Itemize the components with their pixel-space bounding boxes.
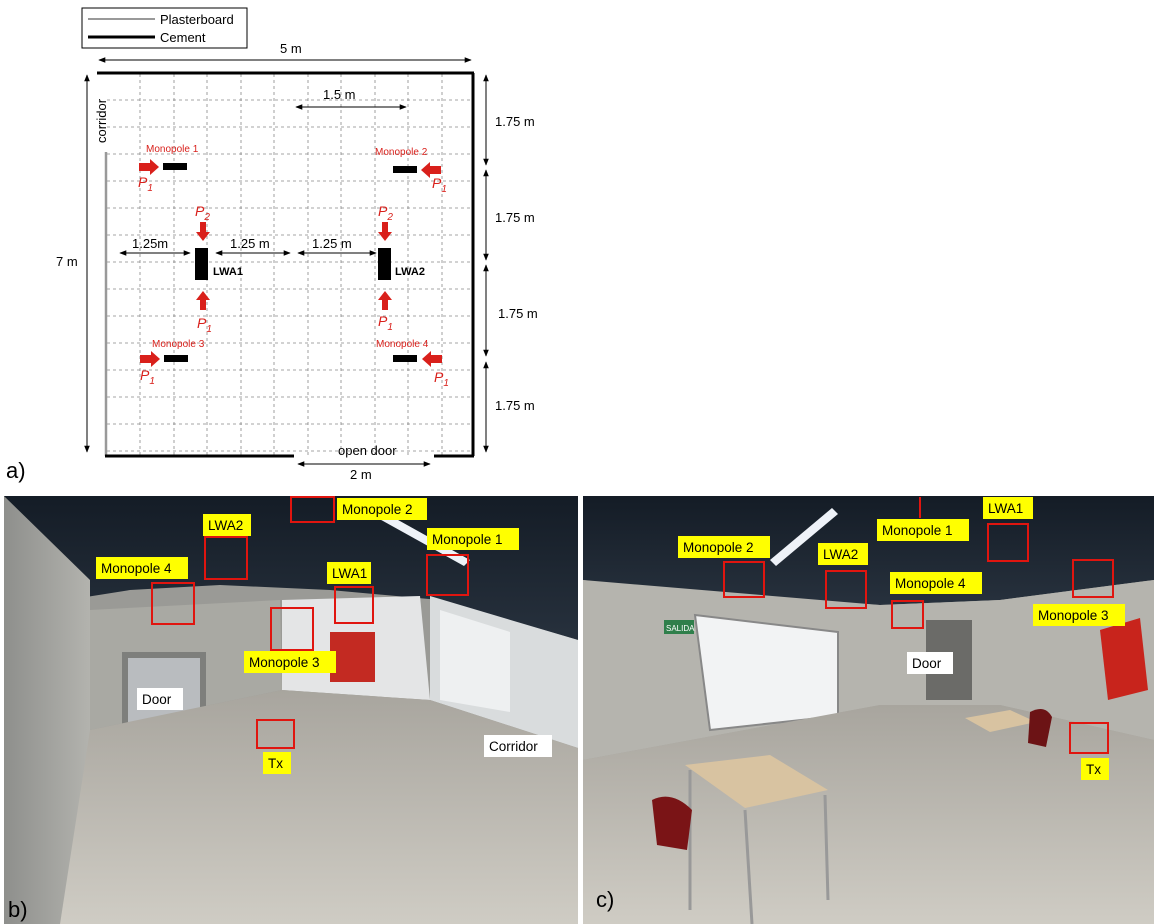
panel-b-photo: Monopole 2 LWA2 Monopole 1 Monopole 4 LW…	[4, 496, 578, 924]
lwa1-arrow-bottom	[196, 291, 210, 310]
dim-lwa-left: 1.25m	[132, 236, 168, 251]
monopole-4-group: Monopole 4 P1	[376, 339, 449, 389]
c-box-lwa2	[825, 570, 867, 609]
b-tag-door: Door	[142, 692, 172, 707]
panel-a-letter: a)	[6, 458, 26, 483]
lwa2-p1: P1	[378, 313, 393, 333]
c-box-monopole3	[1072, 559, 1114, 598]
b-tag-monopole1: Monopole 1	[432, 532, 503, 547]
monopole-2-arrow	[421, 162, 441, 178]
b-box-tx	[256, 719, 295, 749]
b-box-monopole1	[426, 554, 469, 596]
monopole-4-p: P1	[434, 369, 449, 389]
c-box-tx	[1069, 722, 1109, 754]
monopole-2-p: P1	[432, 175, 447, 195]
legend-cement: Cement	[160, 30, 206, 45]
c-tag-monopole3: Monopole 3	[1038, 608, 1109, 623]
dim-row4: 1.75 m	[495, 398, 535, 413]
b-tag-lwa1: LWA1	[332, 566, 367, 581]
monopole-3-p: P1	[140, 367, 155, 387]
dim-row1: 1.75 m	[495, 114, 535, 129]
c-box-monopole2	[723, 561, 765, 598]
dim-door-width: 2 m	[350, 467, 372, 482]
grid	[107, 74, 472, 456]
c-box-lwa1	[987, 523, 1029, 562]
b-tag-corridor: Corridor	[489, 739, 538, 754]
monopole-1-arrow	[139, 159, 159, 175]
c-tag-monopole1: Monopole 1	[882, 523, 953, 538]
lwa2	[378, 248, 391, 280]
panel-b-letter: b)	[8, 897, 28, 922]
b-box-lwa2	[204, 536, 248, 580]
monopole-2-group: Monopole 2 P1	[375, 147, 447, 195]
monopole-4-arrow	[422, 351, 442, 367]
monopole-2-label: Monopole 2	[375, 147, 428, 158]
c-tag-lwa1: LWA1	[988, 501, 1023, 516]
label-open-door: open door	[338, 443, 397, 458]
lwa1-label: LWA1	[213, 266, 243, 278]
monopole-2	[393, 166, 417, 173]
lwa1-p1: P1	[197, 315, 212, 335]
monopole-3-arrow	[140, 351, 160, 367]
legend: Plasterboard Cement	[81, 7, 248, 49]
c-tag-tx: Tx	[1086, 762, 1101, 777]
lwa2-group: P2 LWA2 P1	[378, 203, 425, 333]
monopole-4	[393, 355, 417, 362]
b-tag-monopole2: Monopole 2	[342, 502, 413, 517]
dim-row3: 1.75 m	[498, 306, 538, 321]
dim-row2: 1.75 m	[495, 210, 535, 225]
lwa1	[195, 248, 208, 280]
panel-c-photo: Monopole 2 Monopole 1 LWA1 LWA2 Monopole…	[583, 496, 1154, 924]
dim-monopole-sep: 1.5 m	[323, 87, 356, 102]
monopole-1	[163, 163, 187, 170]
b-tag-lwa2: LWA2	[208, 518, 243, 533]
dim-height: 7 m	[56, 254, 78, 269]
panel-c-tags: Monopole 2 Monopole 1 LWA1 LWA2 Monopole…	[666, 497, 1125, 780]
monopole-1-p: P1	[138, 174, 153, 194]
lwa1-p2: P2	[195, 203, 210, 223]
b-box-monopole3	[270, 607, 314, 651]
b-tag-monopole3: Monopole 3	[249, 655, 320, 670]
dim-lwa-mid: 1.25 m	[230, 236, 270, 251]
panel-c-letter: c)	[596, 887, 614, 912]
b-box-monopole4	[151, 582, 195, 625]
walls	[97, 71, 475, 458]
lwa1-arrow-top	[196, 222, 210, 241]
lwa1-group: P2 LWA1 P1	[195, 203, 243, 335]
label-corridor: corridor	[94, 98, 109, 143]
panel-a-floor-plan: Plasterboard Cement	[6, 7, 538, 483]
dim-width: 5 m	[280, 41, 302, 56]
panel-c-markers	[723, 523, 1114, 754]
b-box-lwa1	[334, 586, 374, 624]
monopole-3-label: Monopole 3	[152, 339, 205, 350]
c-exit-sign: SALIDA	[666, 624, 695, 633]
dim-lwa-right: 1.25 m	[312, 236, 352, 251]
panel-b-markers	[151, 496, 469, 749]
monopole-1-label: Monopole 1	[146, 144, 199, 155]
monopole-4-label: Monopole 4	[376, 339, 429, 350]
lwa2-arrow-top	[378, 222, 392, 241]
c-tag-lwa2: LWA2	[823, 547, 858, 562]
b-tag-tx: Tx	[268, 756, 283, 771]
c-tag-monopole4: Monopole 4	[895, 576, 966, 591]
lwa2-p2: P2	[378, 203, 393, 223]
c-tag-monopole2: Monopole 2	[683, 540, 754, 555]
panel-b-tags: Monopole 2 LWA2 Monopole 1 Monopole 4 LW…	[96, 498, 552, 774]
b-tag-monopole4: Monopole 4	[101, 561, 172, 576]
lwa2-arrow-bottom	[378, 291, 392, 310]
lwa2-label: LWA2	[395, 266, 425, 278]
c-box-monopole4	[891, 600, 924, 629]
monopole-3	[164, 355, 188, 362]
dimension-lines	[84, 57, 489, 467]
c-tag-door: Door	[912, 656, 942, 671]
monopole-1-group: Monopole 1 P1	[138, 144, 199, 194]
b-box-monopole2	[290, 496, 335, 523]
monopole-3-group: Monopole 3 P1	[140, 339, 205, 387]
legend-plasterboard: Plasterboard	[160, 12, 234, 27]
